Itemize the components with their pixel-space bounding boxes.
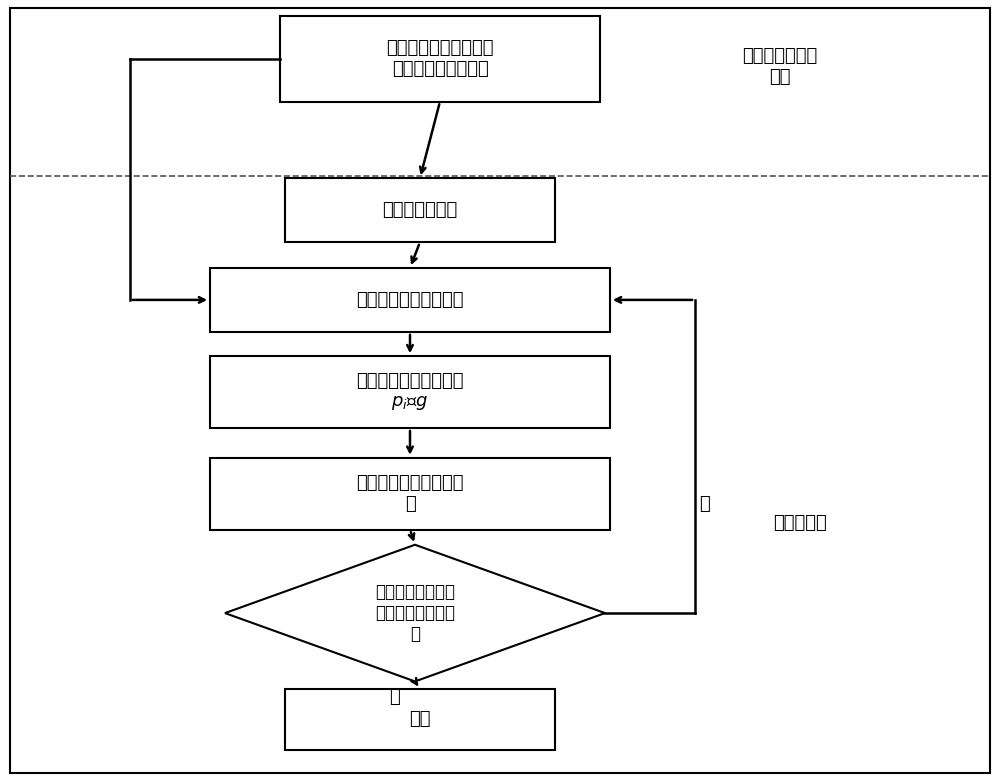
Text: 是否达到最大迭代
次数或满足最小误
差: 是否达到最大迭代 次数或满足最小误 差 [375,583,455,643]
FancyBboxPatch shape [210,458,610,530]
Text: 结束: 结束 [409,710,431,729]
Text: 更新粒子群的速度和位
置: 更新粒子群的速度和位 置 [356,474,464,513]
Text: 根据多用户均衡配流模
型，定义适应度函数: 根据多用户均衡配流模 型，定义适应度函数 [386,39,494,78]
Text: 初始化粒子种群: 初始化粒子种群 [382,201,458,219]
Text: 是: 是 [390,687,400,706]
FancyBboxPatch shape [280,16,600,102]
Text: 粒子群算法: 粒子群算法 [773,514,827,533]
Text: 计算每个粒子的适应度: 计算每个粒子的适应度 [356,291,464,309]
FancyBboxPatch shape [285,689,555,750]
Text: 根据粒子的适应度更新
$p_i$和$g$: 根据粒子的适应度更新 $p_i$和$g$ [356,372,464,412]
FancyBboxPatch shape [285,178,555,242]
Polygon shape [225,545,605,681]
Text: 否: 否 [700,494,710,513]
FancyBboxPatch shape [210,268,610,332]
Text: 多用户均衡配流
模型: 多用户均衡配流 模型 [742,47,818,86]
FancyBboxPatch shape [210,356,610,428]
